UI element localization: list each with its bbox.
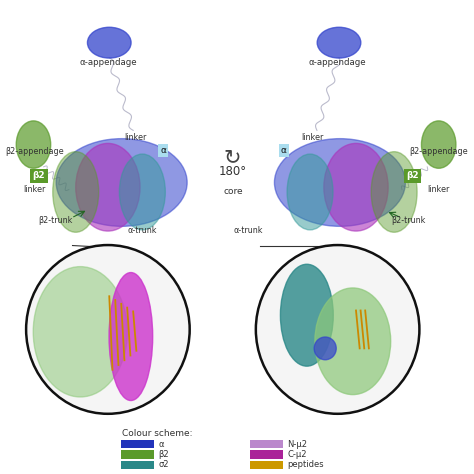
Ellipse shape: [324, 143, 388, 231]
Circle shape: [256, 245, 419, 414]
Text: Colour scheme:: Colour scheme:: [122, 429, 192, 438]
Text: β2: β2: [33, 172, 46, 180]
Text: α: α: [160, 146, 166, 155]
Text: QIKRLL: QIKRLL: [328, 296, 384, 310]
Text: β2: β2: [50, 332, 65, 346]
Text: σ2: σ2: [284, 274, 299, 287]
Ellipse shape: [315, 288, 391, 394]
Text: 180°: 180°: [219, 165, 247, 178]
Ellipse shape: [371, 152, 417, 232]
Ellipse shape: [274, 138, 405, 227]
Text: core: core: [223, 188, 243, 196]
Text: α: α: [281, 146, 287, 155]
Ellipse shape: [109, 273, 153, 401]
Text: N-μ2: N-μ2: [287, 440, 307, 448]
Text: σ2: σ2: [158, 461, 169, 469]
Ellipse shape: [317, 27, 361, 58]
Text: β2-trunk: β2-trunk: [38, 216, 72, 225]
Circle shape: [26, 245, 190, 414]
Text: α-trunk: α-trunk: [233, 227, 263, 235]
Ellipse shape: [76, 143, 140, 231]
Text: linker: linker: [124, 133, 146, 142]
Text: μ2: μ2: [133, 311, 147, 324]
Text: ↻: ↻: [223, 147, 241, 167]
Ellipse shape: [287, 154, 333, 230]
Ellipse shape: [16, 121, 51, 168]
FancyBboxPatch shape: [250, 440, 283, 448]
Text: α-appendage: α-appendage: [309, 58, 366, 67]
FancyBboxPatch shape: [121, 461, 155, 469]
Text: linker: linker: [301, 133, 324, 142]
Ellipse shape: [56, 138, 187, 227]
Text: β2-appendage: β2-appendage: [410, 147, 468, 156]
Ellipse shape: [53, 152, 99, 232]
Text: β2: β2: [406, 172, 419, 180]
Ellipse shape: [33, 266, 128, 397]
FancyBboxPatch shape: [121, 450, 155, 459]
FancyBboxPatch shape: [121, 440, 155, 448]
FancyBboxPatch shape: [250, 450, 283, 459]
Text: linker: linker: [428, 185, 450, 194]
Ellipse shape: [87, 27, 131, 58]
Text: β2: β2: [158, 450, 169, 459]
Text: peptides: peptides: [287, 461, 324, 469]
Text: α-trunk: α-trunk: [128, 227, 157, 235]
Text: β2-appendage: β2-appendage: [5, 147, 64, 156]
Ellipse shape: [314, 337, 336, 360]
Text: α: α: [158, 440, 164, 448]
FancyBboxPatch shape: [250, 461, 283, 469]
Text: linker: linker: [23, 185, 46, 194]
Text: C-μ2: C-μ2: [287, 450, 307, 459]
Ellipse shape: [119, 154, 165, 230]
Ellipse shape: [281, 264, 333, 366]
Text: β2-trunk: β2-trunk: [392, 216, 426, 225]
Text: β2: β2: [360, 342, 375, 355]
Text: YQRL: YQRL: [62, 294, 103, 308]
Ellipse shape: [421, 121, 456, 168]
Text: α-appendage: α-appendage: [79, 58, 137, 67]
